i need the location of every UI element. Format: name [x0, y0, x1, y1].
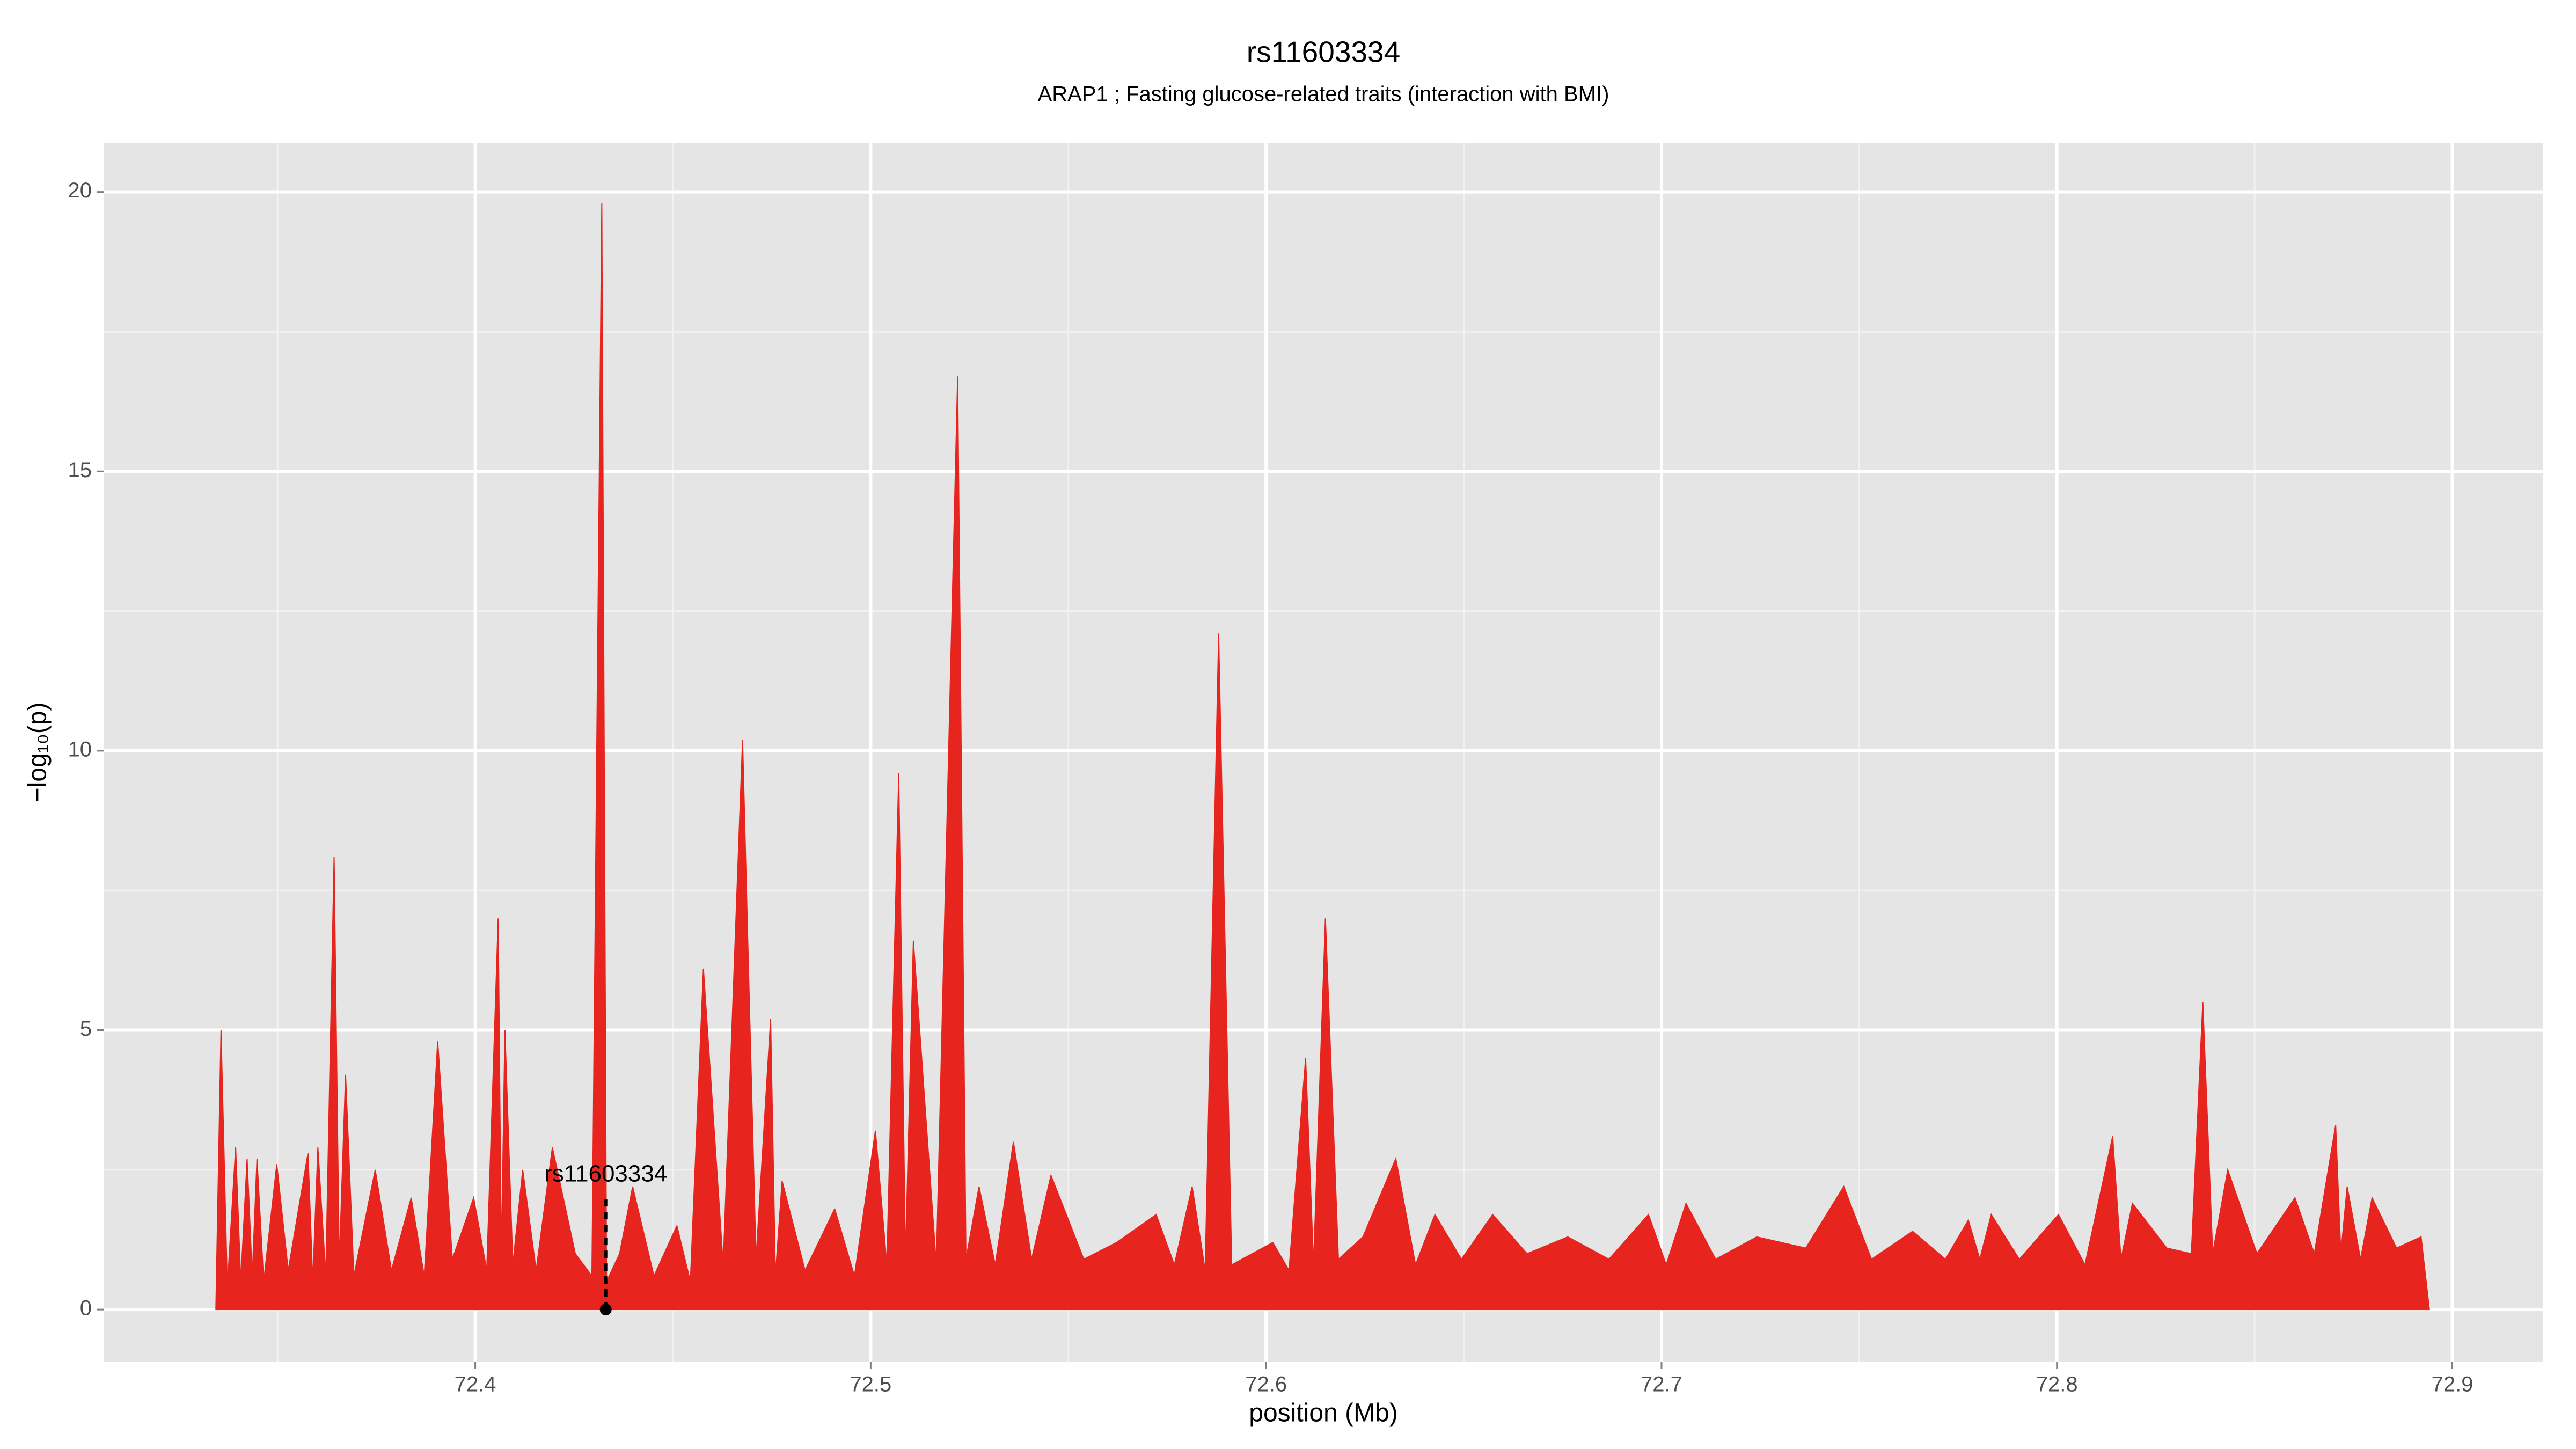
y-axis-title: −log₁₀(p) [24, 702, 52, 803]
y-tick-label: 0 [80, 1297, 92, 1320]
x-tick-label: 72.8 [2036, 1373, 2078, 1396]
y-tick-label: 5 [80, 1017, 92, 1041]
x-tick-label: 72.4 [455, 1373, 496, 1396]
x-axis-title: position (Mb) [1249, 1399, 1397, 1428]
chart-subtitle: ARAP1 ; Fasting glucose-related traits (… [1038, 83, 1609, 106]
y-tick-label: 15 [68, 458, 92, 482]
x-tick-label: 72.7 [1641, 1373, 1682, 1396]
annotation-label: rs11603334 [544, 1161, 667, 1187]
y-tick-label: 10 [68, 737, 92, 761]
x-tick-label: 72.5 [850, 1373, 891, 1396]
x-tick-label: 72.6 [1245, 1373, 1287, 1396]
chart-title: rs11603334 [1247, 35, 1400, 69]
annotation-point [599, 1304, 612, 1316]
area [215, 203, 2430, 1311]
y-tick-label: 20 [68, 179, 92, 202]
x-tick-label: 72.9 [2432, 1373, 2473, 1396]
